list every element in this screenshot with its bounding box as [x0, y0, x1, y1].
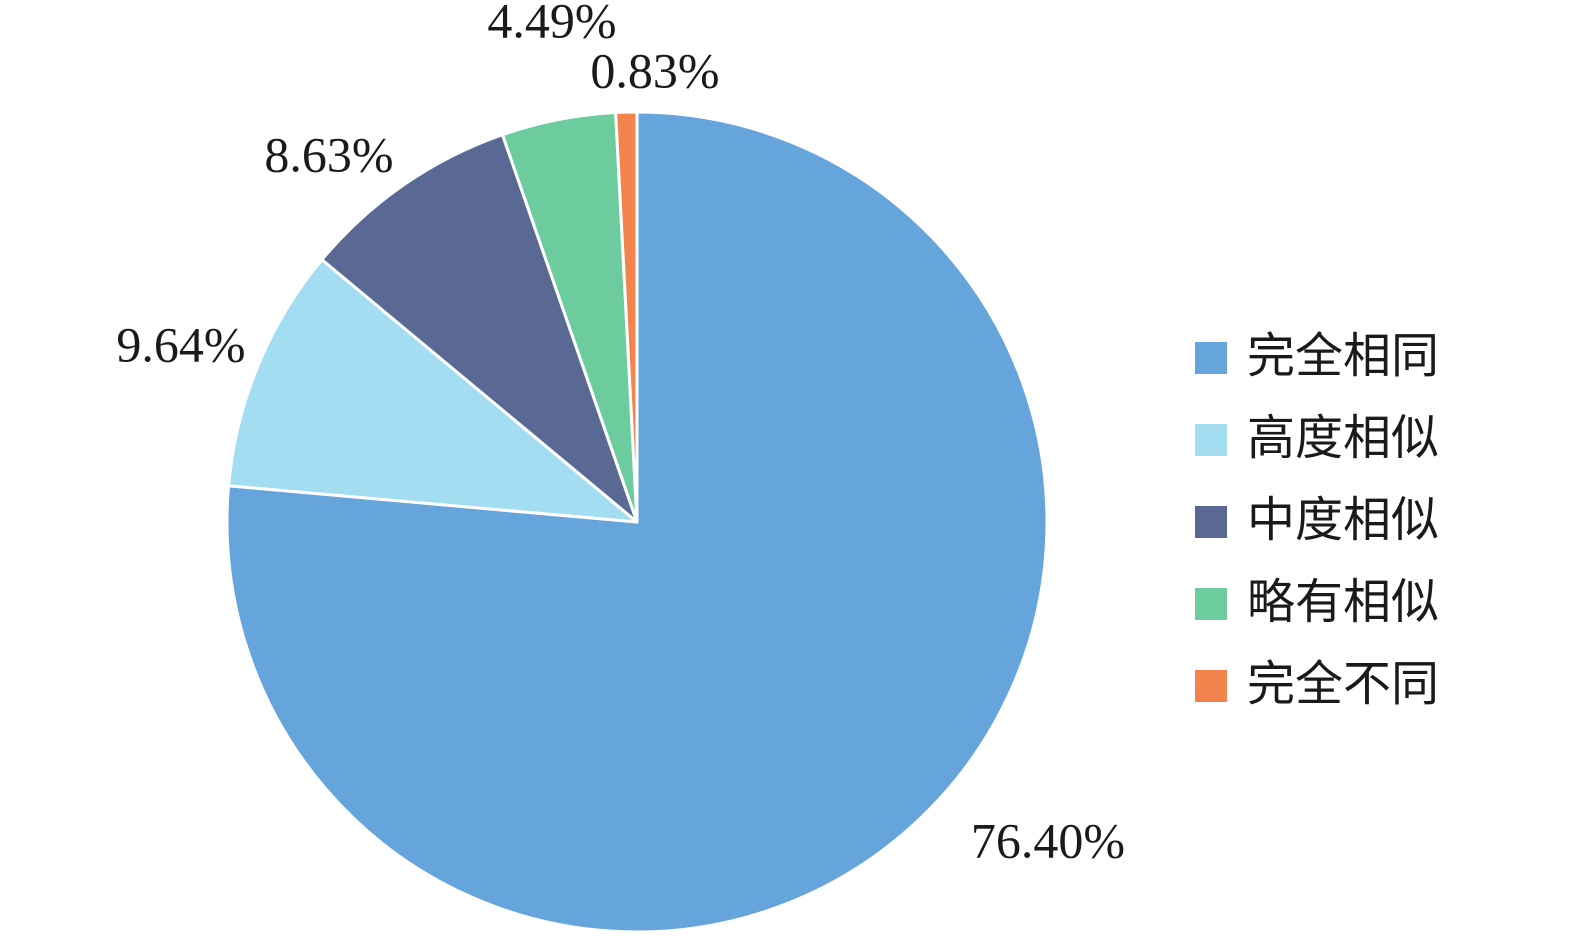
- legend-label: 略有相似: [1247, 574, 1439, 630]
- legend-item: 完全不同: [1195, 656, 1439, 712]
- legend-item: 略有相似: [1195, 574, 1439, 630]
- legend-label: 中度相似: [1247, 492, 1439, 548]
- pie-slices: [225, 110, 1049, 934]
- legend-swatch: [1195, 424, 1227, 456]
- legend-swatch: [1195, 506, 1227, 538]
- legend-swatch: [1195, 670, 1227, 702]
- legend-swatch: [1195, 342, 1227, 374]
- legend-swatch: [1195, 588, 1227, 620]
- legend-item: 高度相似: [1195, 410, 1439, 466]
- slice-labels: 76.40% 9.64% 8.63% 4.49%0.83%: [116, 0, 1125, 868]
- slice-data-label: 4.49%: [487, 0, 616, 48]
- slice-data-label: 9.64%: [116, 316, 245, 372]
- pie-slice: [614, 110, 639, 524]
- legend-item: 中度相似: [1195, 492, 1439, 548]
- pie-slice: [225, 110, 1049, 934]
- legend-label: 高度相似: [1247, 410, 1439, 466]
- legend-label: 完全不同: [1247, 656, 1439, 712]
- pie-slice: [227, 258, 639, 524]
- legend-item: 完全相同: [1195, 328, 1439, 384]
- slice-data-label: 76.40%: [971, 812, 1125, 868]
- legend-label: 完全相同: [1247, 328, 1439, 384]
- slice-data-label: 0.83%: [590, 42, 719, 98]
- pie-slice: [320, 133, 639, 524]
- slice-data-label: 8.63%: [264, 126, 393, 182]
